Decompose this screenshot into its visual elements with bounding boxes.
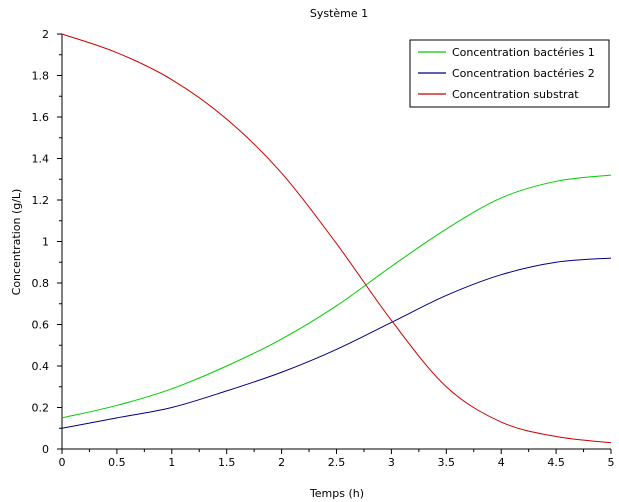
x-tick-label: 3.5 [438, 456, 456, 469]
legend: Concentration bactéries 1 Concentration b… [409, 39, 610, 108]
x-tick-label: 1.5 [218, 456, 236, 469]
y-tick-label: 1.4 [32, 153, 50, 166]
y-tick-label: 1 [42, 236, 49, 249]
x-tick-label: 0 [59, 456, 66, 469]
chart-title: Système 1 [310, 7, 368, 20]
series-line-2 [61, 257, 612, 429]
y-tick-label: 0.2 [32, 402, 50, 415]
x-tick-label: 3 [388, 456, 395, 469]
y-tick-label: 0.8 [32, 277, 50, 290]
x-tick-label: 1 [168, 456, 175, 469]
axes: 0 0.5 1 1.5 2 2.5 3 3.5 4 4.5 5 0 0.2 0.4 0.6 0.8 1 1.2 1.… [32, 28, 615, 469]
y-tick-label: 0.6 [32, 319, 50, 332]
x-tick-label: 2 [278, 456, 285, 469]
legend-label-1: Concentration bactéries 1 [452, 46, 595, 59]
x-tick-label: 4 [498, 456, 505, 469]
y-tick-label: 1.6 [32, 111, 50, 124]
x-tick-label: 2.5 [328, 456, 346, 469]
y-tick-label: 1.2 [32, 194, 50, 207]
y-tick-label: 1.8 [32, 70, 50, 83]
x-tick-label: 4.5 [547, 456, 565, 469]
y-tick-label: 0 [42, 443, 49, 456]
series-lines [61, 33, 612, 444]
series-line-1 [61, 174, 612, 419]
x-tick-label: 0.5 [108, 456, 126, 469]
x-tick-label: 5 [608, 456, 615, 469]
x-axis-label: Temps (h) [309, 487, 364, 500]
legend-label-3: Concentration substrat [452, 88, 579, 101]
y-tick-label: 0.4 [32, 360, 50, 373]
y-tick-label: 2 [42, 28, 49, 41]
series-line-3 [61, 33, 612, 444]
legend-label-2: Concentration bactéries 2 [452, 67, 595, 80]
y-axis-label: Concentration (g/L) [10, 189, 23, 296]
